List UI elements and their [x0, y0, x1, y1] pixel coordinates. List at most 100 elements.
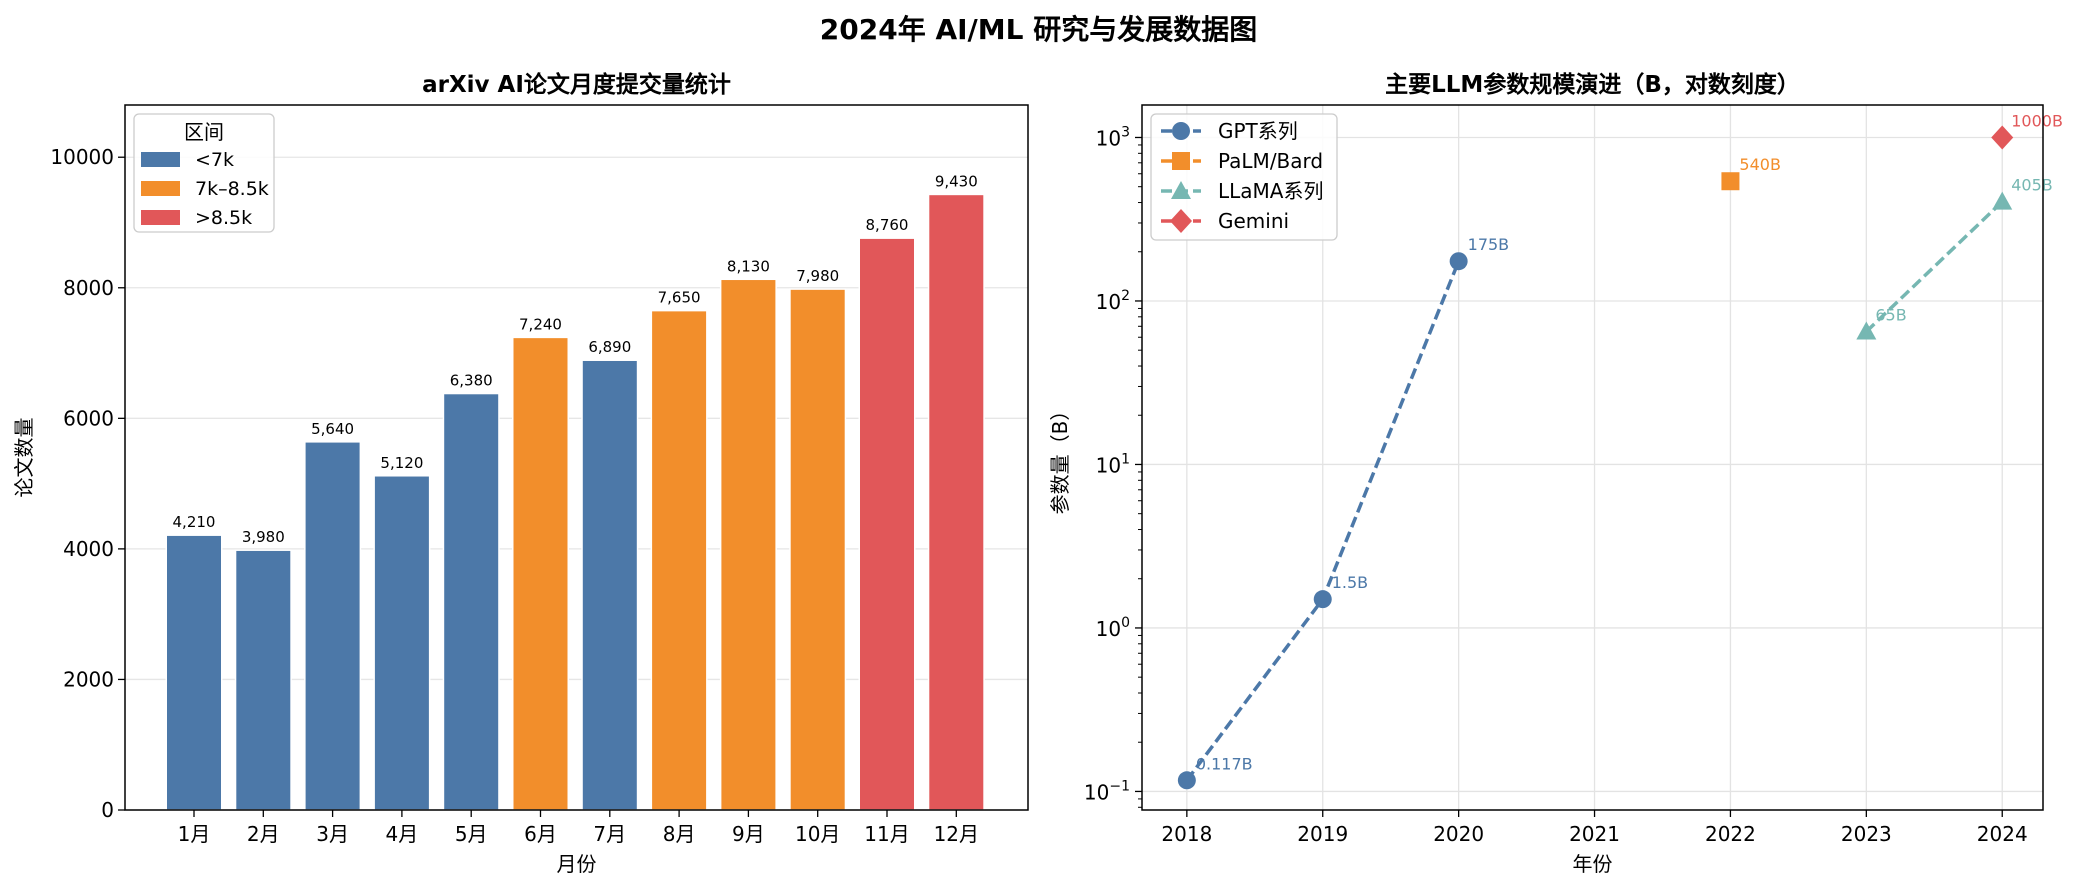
- bar-xtick-label: 3月: [316, 822, 349, 846]
- bar-value-label: 5,640: [311, 420, 354, 438]
- line-legend-label: LLaMA系列: [1218, 179, 1323, 203]
- bar-legend: 区间 <7k 7k–8.5k >8.5k: [133, 113, 275, 233]
- bar-ytick-label: 8000: [63, 276, 114, 300]
- series-marker-triangle: [1171, 181, 1191, 199]
- series-marker-triangle: [1992, 191, 2013, 210]
- point-label: 1000B: [2011, 111, 2063, 130]
- bar-xtick-label: 6月: [524, 822, 557, 846]
- series-marker-circle: [1313, 590, 1332, 609]
- bar-x-axis-label: 月份: [557, 852, 597, 876]
- line-xtick-label: 2019: [1297, 822, 1348, 846]
- bar-xtick-label: 4月: [386, 822, 419, 846]
- bar-value-label: 7,650: [658, 289, 701, 307]
- bar-value-label: 7,980: [796, 267, 839, 285]
- series-marker-square: [1721, 172, 1740, 191]
- bar-value-label: 6,890: [588, 338, 631, 356]
- bar-legend-label: 7k–8.5k: [195, 178, 269, 200]
- series-marker-diamond: [1991, 125, 2014, 150]
- line-y-axis-label: 参数量（B）: [1048, 401, 1072, 515]
- bar: [927, 193, 985, 811]
- line-xtick-label: 2020: [1433, 822, 1484, 846]
- bar-value-label: 8,130: [727, 257, 770, 275]
- bar-xtick-label: 12月: [934, 822, 979, 846]
- line-chart: 2018 2019 2020 2021 2022 2023 2024 10−1 100 101 10…: [1048, 71, 2063, 876]
- bar-xtick-label: 10月: [795, 822, 840, 846]
- series-marker-diamond: [1170, 209, 1192, 233]
- line-series: 65B 405B: [1856, 176, 2053, 340]
- bar-xtick-label: 2月: [247, 822, 280, 846]
- series-marker-circle: [1177, 771, 1196, 790]
- bar-axes-frame: [124, 104, 1029, 811]
- bar-value-label: 8,760: [866, 216, 909, 234]
- point-label: 540B: [1739, 155, 1781, 174]
- line-ytick-label: 102: [1096, 288, 1130, 314]
- line-series: 540B: [1721, 155, 1781, 191]
- bar-legend-swatch: [141, 181, 180, 196]
- figure-title: 2024年 AI/ML 研究与发展数据图: [819, 13, 1258, 46]
- line-ytick-label: 103: [1096, 124, 1130, 150]
- bar-ytick-label: 6000: [63, 406, 114, 430]
- bar-ytick-label: 2000: [63, 667, 114, 691]
- bar-xtick-label: 11月: [864, 822, 909, 846]
- bar: [789, 288, 847, 811]
- point-label: 1.5B: [1332, 573, 1368, 592]
- series-marker-circle: [1449, 252, 1468, 271]
- line-ytick-label: 100: [1096, 615, 1130, 641]
- line-xtick-label: 2023: [1841, 822, 1892, 846]
- bar-legend-label: >8.5k: [195, 207, 252, 229]
- bar-xtick-label: 7月: [593, 822, 626, 846]
- bar-value-label: 6,380: [450, 372, 493, 390]
- line-xtick-label: 2018: [1161, 822, 1212, 846]
- line-xtick-label: 2022: [1705, 822, 1756, 846]
- series-marker-triangle: [1856, 321, 1877, 340]
- bar-xtick-label: 1月: [178, 822, 211, 846]
- line-legend-label: Gemini: [1218, 209, 1289, 233]
- line-xtick-label: 2024: [1977, 822, 2028, 846]
- line-legend-label: PaLM/Bard: [1218, 149, 1323, 173]
- bar: [512, 336, 569, 811]
- bar-xtick-label: 5月: [455, 822, 488, 846]
- line-xtick-label: 2021: [1569, 822, 1620, 846]
- point-label: 405B: [2011, 176, 2053, 195]
- line-ytick-label: 10−1: [1084, 778, 1130, 804]
- line-ytick-label: 101: [1096, 451, 1130, 477]
- bar-chart: 0 2000 4000 6000 8000 10000 4,210 1月 3,980 2月 5,64…: [12, 71, 1029, 876]
- bar-chart-title: arXiv AI论文月度提交量统计: [422, 71, 731, 98]
- line-series: 0.117B 1.5B 175B: [1177, 235, 1510, 790]
- line-legend-label: GPT系列: [1218, 119, 1298, 143]
- bar: [304, 441, 362, 811]
- bar: [650, 309, 708, 811]
- point-label: 65B: [1875, 306, 1906, 325]
- bar-value-label: 5,120: [380, 454, 423, 472]
- bar: [165, 534, 223, 811]
- bar: [858, 237, 916, 811]
- bar: [373, 475, 431, 811]
- point-label: 175B: [1468, 235, 1510, 254]
- bar: [442, 392, 500, 811]
- bar: [234, 549, 292, 811]
- point-label: 0.117B: [1196, 754, 1253, 773]
- bar-legend-swatch: [141, 210, 180, 225]
- line-legend: GPT系列 PaLM/Bard LLaMA系列 Gemini: [1150, 113, 1338, 241]
- bar-value-label: 4,210: [173, 513, 216, 531]
- series-marker-square: [1172, 152, 1190, 170]
- bar: [581, 359, 639, 811]
- line-series: 1000B: [1991, 111, 2063, 150]
- line-x-axis-label: 年份: [1573, 852, 1613, 876]
- line-axes-frame: [1141, 104, 2044, 811]
- bar: [719, 278, 777, 811]
- bar-legend-swatch: [141, 152, 180, 167]
- series-marker-circle: [1172, 122, 1190, 140]
- bar-y-axis-label: 论文数量: [12, 418, 36, 498]
- bar-legend-box: [133, 113, 275, 233]
- line-legend-box: [1150, 113, 1338, 241]
- bar-legend-title: 区间: [184, 120, 224, 144]
- bar-value-label: 7,240: [519, 315, 562, 333]
- bar-ytick-label: 4000: [63, 537, 114, 561]
- bar-value-label: 3,980: [242, 528, 285, 546]
- bar-xtick-label: 9月: [732, 822, 765, 846]
- bar-value-label: 9,430: [935, 172, 978, 190]
- bar-ytick-label: 0: [101, 798, 114, 822]
- bar-xtick-label: 8月: [663, 822, 696, 846]
